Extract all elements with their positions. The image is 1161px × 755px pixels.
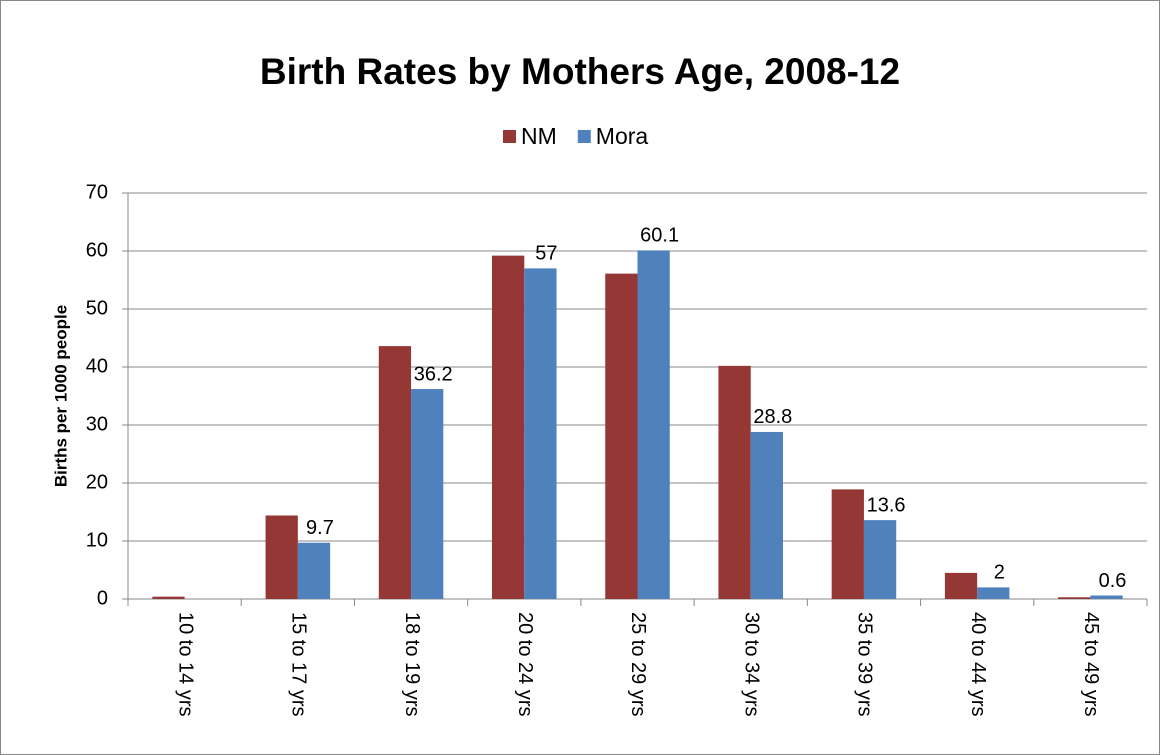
data-label: 0.6	[1099, 570, 1127, 592]
y-axis-title: Births per 1000 people	[51, 305, 70, 487]
bar	[831, 489, 864, 599]
x-tick-label: 30 to 34 yrs	[740, 612, 762, 717]
x-tick-label: 45 to 49 yrs	[1080, 612, 1102, 717]
y-tick-label: 0	[97, 587, 108, 609]
data-label: 57	[535, 243, 557, 265]
bar	[411, 389, 444, 599]
bar	[1058, 597, 1091, 599]
x-tick-label: 18 to 19 yrs	[401, 612, 423, 717]
bar	[605, 273, 638, 599]
y-tick-label: 10	[86, 529, 108, 551]
bar	[524, 268, 557, 599]
data-label: 9.7	[306, 517, 334, 539]
bar	[637, 250, 670, 600]
bar	[265, 515, 298, 599]
y-tick-label: 30	[86, 413, 108, 435]
data-label: 13.6	[867, 494, 906, 516]
legend-swatch	[577, 130, 591, 143]
bar	[718, 365, 751, 599]
x-tick-label: 35 to 39 yrs	[854, 612, 876, 717]
data-label: 2	[994, 562, 1005, 584]
y-tick-label: 50	[86, 297, 108, 319]
bar	[750, 431, 783, 599]
bar	[378, 346, 412, 599]
data-label: 60.1	[640, 225, 679, 247]
data-label: 28.8	[753, 406, 792, 428]
bar	[977, 587, 1010, 599]
y-tick-label: 70	[86, 181, 108, 203]
x-tick-label: 10 to 14 yrs	[174, 612, 196, 717]
bar	[863, 520, 897, 599]
y-tick-label: 60	[86, 239, 108, 261]
x-tick-label: 15 to 17 yrs	[288, 612, 310, 717]
legend-swatch	[503, 130, 516, 143]
chart-title: Birth Rates by Mothers Age, 2008-12	[260, 51, 900, 92]
bar	[152, 596, 185, 599]
x-tick-label: 20 to 24 yrs	[514, 612, 536, 717]
data-label: 36.2	[414, 363, 453, 385]
bar	[297, 542, 331, 599]
x-tick-label: 40 to 44 yrs	[967, 612, 989, 717]
legend-label: NM	[521, 123, 557, 149]
y-tick-label: 40	[86, 355, 108, 377]
legend-label: Mora	[596, 123, 649, 149]
x-tick-label: 25 to 29 yrs	[627, 612, 649, 717]
bar	[944, 572, 978, 599]
y-tick-label: 20	[86, 471, 108, 493]
bar	[1090, 595, 1123, 599]
bar	[492, 255, 525, 599]
